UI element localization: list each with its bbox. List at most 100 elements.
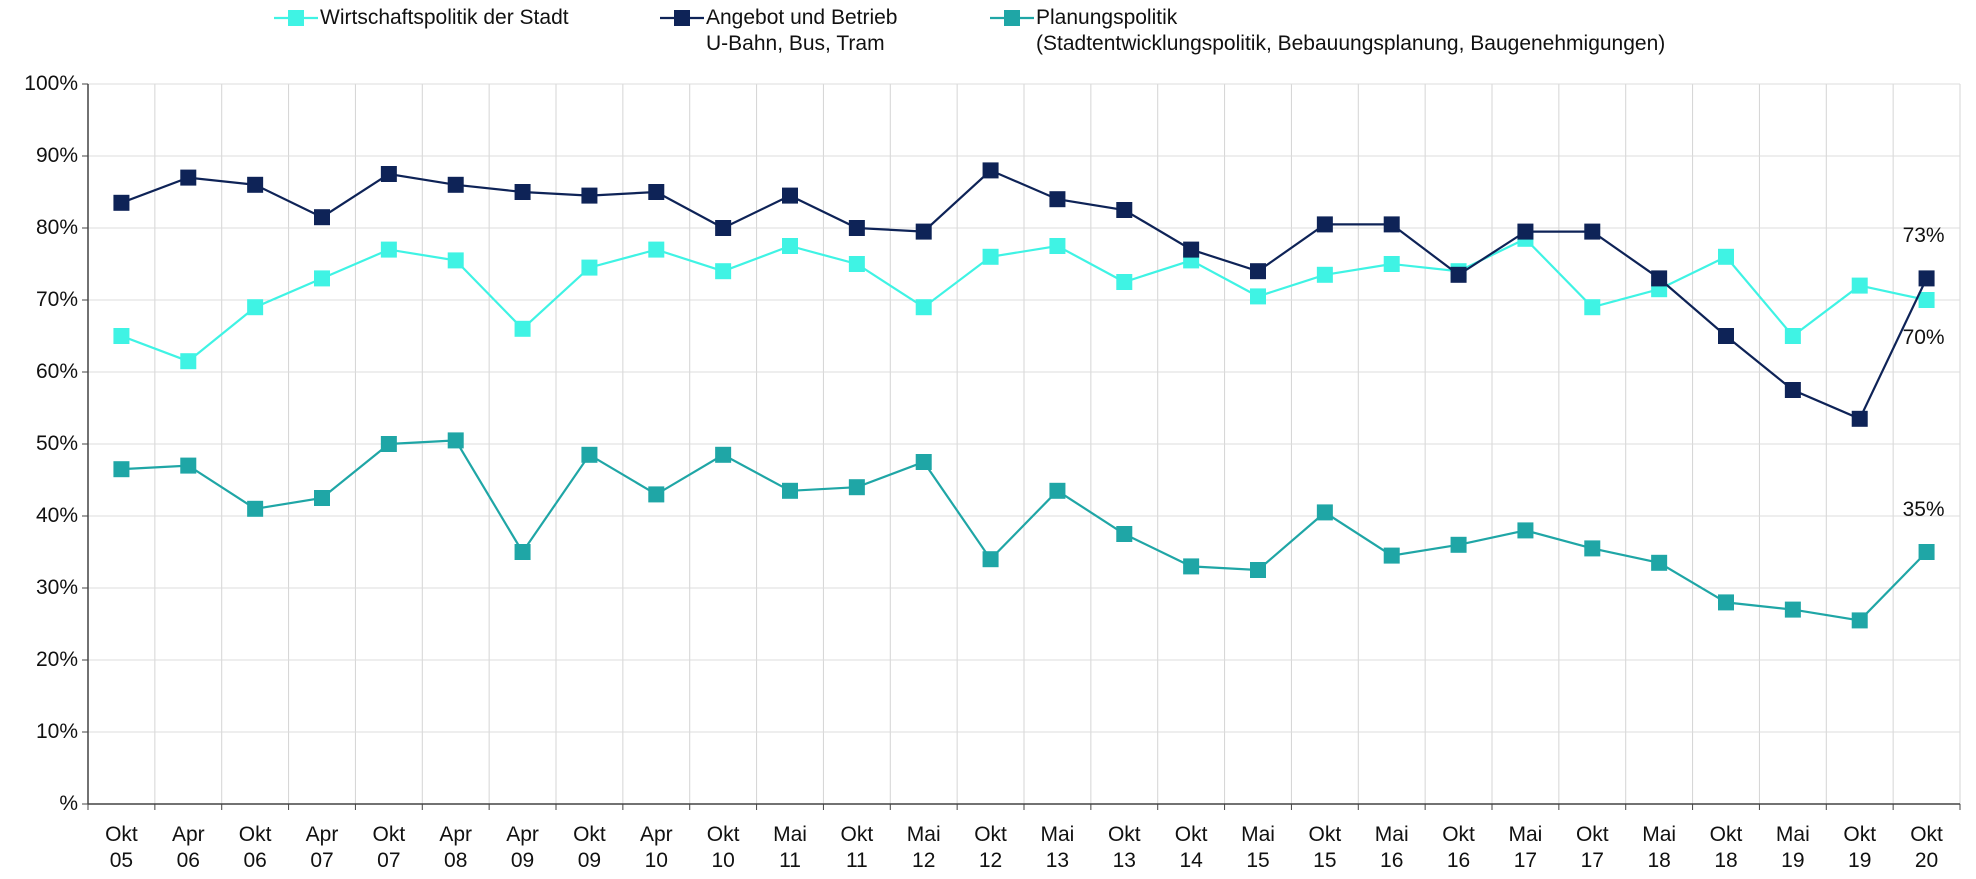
- legend-square: [674, 10, 690, 26]
- x-tick-label: Mai 17: [1508, 823, 1543, 872]
- y-tick-label: 60%: [35, 360, 78, 383]
- legend-entry: Angebot und Betrieb U-Bahn, Bus, Tram: [658, 5, 897, 57]
- x-tick-label: Okt 20: [1910, 823, 1943, 872]
- data-point: [1851, 612, 1868, 629]
- x-tick-label: Mai 13: [1040, 823, 1075, 872]
- x-tick-label: Okt 18: [1709, 823, 1743, 872]
- y-tick-label: 70%: [35, 288, 78, 311]
- data-point: [1851, 277, 1868, 294]
- x-tick-label: Mai 11: [773, 823, 807, 872]
- data-point: [1784, 601, 1801, 618]
- data-point: [982, 551, 999, 568]
- data-point: [1250, 263, 1266, 280]
- data-point: [782, 482, 798, 499]
- data-point: [915, 299, 932, 316]
- x-tick-label: Okt 10: [706, 823, 740, 872]
- x-tick-label: Apr 07: [305, 823, 339, 872]
- data-point: [915, 454, 932, 470]
- legend-entry: Wirtschaftspolitik der Stadt: [272, 5, 569, 31]
- data-point: [982, 162, 999, 179]
- data-point: [180, 353, 197, 370]
- x-tick-label: Mai 16: [1374, 823, 1409, 872]
- data-point: [113, 461, 130, 478]
- data-point: [848, 220, 865, 236]
- data-point: [715, 220, 732, 236]
- data-point: [1918, 544, 1935, 560]
- data-point: [648, 241, 665, 258]
- data-point: [380, 166, 397, 182]
- data-point: [1250, 288, 1266, 305]
- legend-label: Angebot und Betrieb U-Bahn, Bus, Tram: [706, 6, 898, 55]
- data-point: [1517, 522, 1534, 539]
- x-tick-label: Apr 10: [639, 823, 673, 872]
- x-tick-label: Okt 12: [974, 823, 1007, 872]
- x-tick-label: Apr 08: [439, 823, 473, 872]
- data-point: [915, 223, 932, 240]
- data-point: [648, 184, 665, 200]
- x-tick-label: Mai 18: [1642, 823, 1677, 872]
- data-point: [1450, 266, 1467, 283]
- data-point: [1049, 191, 1066, 208]
- x-tick-label: Okt 17: [1575, 823, 1609, 872]
- x-tick-label: Okt 13: [1107, 823, 1141, 872]
- data-point: [782, 238, 798, 254]
- legend-marker: [660, 10, 704, 26]
- x-tick-label: Mai 12: [906, 823, 941, 872]
- data-point: [1049, 482, 1066, 499]
- data-point: [1116, 274, 1133, 290]
- data-point: [1183, 241, 1200, 258]
- data-point: [1383, 216, 1400, 233]
- data-point: [180, 457, 197, 474]
- x-tick-label: Okt 15: [1308, 823, 1342, 872]
- data-point: [1250, 562, 1266, 578]
- y-tick-label: 80%: [35, 216, 78, 239]
- y-tick-label: 40%: [35, 504, 78, 527]
- data-point: [1383, 256, 1400, 272]
- value-label: 35%: [1902, 498, 1945, 521]
- data-point: [848, 479, 865, 496]
- value-label: 70%: [1902, 326, 1945, 349]
- legend-square: [288, 10, 304, 26]
- data-point: [1718, 248, 1734, 265]
- data-point: [180, 169, 197, 186]
- y-tick-label: 90%: [35, 144, 78, 167]
- data-point: [1784, 328, 1801, 344]
- legend-marker: [274, 10, 318, 26]
- data-point: [1918, 292, 1935, 308]
- legend-entry: Planungspolitik (Stadtentwicklungspoliti…: [988, 5, 1665, 57]
- data-point: [1049, 238, 1066, 254]
- data-point: [113, 194, 130, 211]
- series-line: [121, 237, 1927, 363]
- data-point: [982, 248, 999, 265]
- data-point: [514, 320, 531, 337]
- data-point: [1851, 410, 1868, 427]
- series-line: [121, 169, 1928, 421]
- y-tick-label: 10%: [35, 720, 78, 743]
- data-point: [514, 544, 531, 560]
- data-point: [1718, 328, 1734, 344]
- x-tick-label: Okt 11: [840, 823, 874, 872]
- data-point: [1584, 223, 1601, 240]
- data-point: [581, 187, 598, 204]
- data-point: [447, 432, 464, 449]
- y-tick-label: 20%: [35, 648, 78, 671]
- x-tick-label: Apr 09: [506, 823, 539, 872]
- data-point: [314, 490, 330, 506]
- data-point: [1316, 216, 1333, 233]
- value-label: 73%: [1902, 224, 1945, 248]
- data-point: [1651, 270, 1668, 287]
- legend-marker: [990, 10, 1034, 26]
- data-point: [715, 263, 732, 280]
- data-point: [1651, 554, 1668, 571]
- data-point: [314, 270, 330, 287]
- data-point: [1183, 558, 1200, 575]
- data-point: [247, 500, 264, 517]
- data-point: [648, 486, 665, 503]
- data-point: [314, 209, 330, 226]
- x-tick-label: Okt 05: [105, 823, 138, 872]
- data-point: [1116, 526, 1133, 542]
- data-point: [581, 259, 598, 276]
- data-point: [1383, 547, 1400, 564]
- data-point: [247, 299, 264, 316]
